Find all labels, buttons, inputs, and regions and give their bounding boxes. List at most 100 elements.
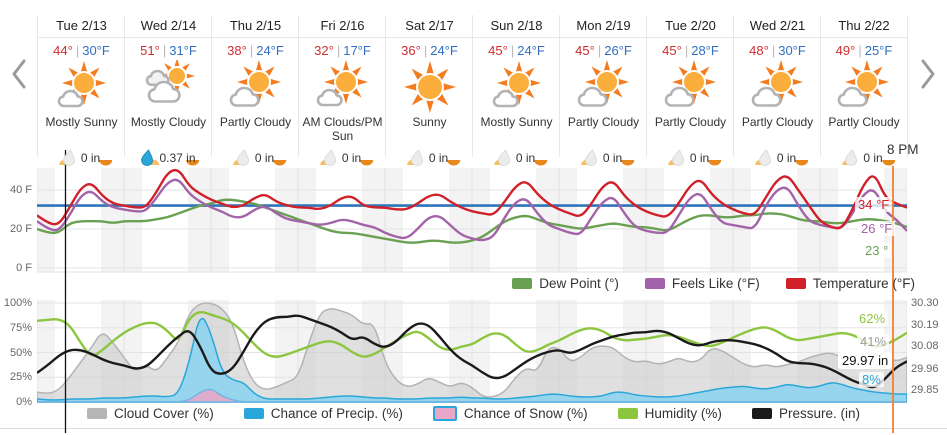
conditions-chart-legend: Cloud Cover (%) Chance of Precip. (%) Chan… — [0, 406, 947, 421]
day-card-tue-2-20[interactable]: Tue 2/20 45° | 28°F Partly Cloudy 0 in — [646, 15, 734, 166]
day-card-tue-2-13[interactable]: Tue 2/13 44° | 30°F Mostly Sunny 0 in — [37, 15, 125, 166]
day-card-sun-2-18[interactable]: Sun 2/18 45° | 24°F Mostly Sunny 0 in — [472, 15, 560, 166]
previous-days-button[interactable] — [8, 56, 30, 92]
day-card-mon-2-19[interactable]: Mon 2/19 45° | 26°F Partly Cloudy 0 in — [559, 15, 647, 166]
legend-swatch — [243, 408, 264, 419]
condition-label: Mostly Sunny — [45, 115, 118, 129]
mostly-cloudy-icon — [145, 58, 195, 103]
low-temp: 26°F — [604, 43, 632, 58]
legend-label: Feels Like (°F) — [671, 276, 760, 291]
precip-value: 0 in — [254, 150, 275, 165]
precip-droplet-icon — [584, 149, 597, 166]
precip-amount: 0 in — [38, 149, 125, 166]
partly-cloudy-icon — [751, 60, 803, 107]
legend-label: Pressure. (in) — [778, 406, 860, 421]
cursor-time-label: 8 PM — [887, 142, 919, 157]
cursor-pressure-value: 29.97 in — [838, 352, 893, 369]
low-temp: 24°F — [256, 43, 284, 58]
precip-droplet-icon — [236, 149, 249, 166]
precip-value: 0 in — [515, 150, 536, 165]
sun-rays — [403, 61, 456, 113]
legend-item: Temperature (°F) — [785, 276, 915, 291]
day-temps: 38° | 24°F — [227, 43, 284, 58]
day-card-sat-2-17[interactable]: Sat 2/17 36° | 24°F Sunny 0 in — [385, 15, 473, 166]
sun-disc — [855, 70, 879, 94]
legend-label: Dew Point (°) — [539, 276, 619, 291]
cursor-feels-like-value: 26 °F — [858, 221, 896, 236]
day-temps: 51° | 31°F — [140, 43, 197, 58]
day-card-fri-2-16[interactable]: Fri 2/16 32° | 17°F AM Clouds/PM Sun 0 in — [298, 15, 386, 166]
axis-tick-label: 100% — [3, 297, 32, 309]
am-clouds-icon — [316, 60, 368, 107]
sun-disc — [681, 70, 706, 94]
high-temp: 38° — [227, 43, 247, 58]
high-temp: 49° — [835, 43, 856, 58]
day-label: Sat 2/17 — [386, 15, 473, 38]
day-card-wed-2-21[interactable]: Wed 2/21 48° | 30°F Partly Cloudy 0 in — [733, 15, 821, 166]
condition-label: Sunny — [412, 115, 447, 129]
day-card-wed-2-14[interactable]: Wed 2/14 51° | 31°F Mostly Cloudy 0.37 in — [124, 15, 212, 166]
weather-icon — [473, 60, 560, 114]
axis-tick-label: 20 F — [9, 223, 32, 235]
condition-label: Partly Cloudy — [219, 115, 292, 129]
high-temp: 32° — [314, 43, 334, 58]
precip-value: 0 in — [863, 150, 883, 165]
legend-swatch — [644, 278, 665, 289]
legend-item: Feels Like (°F) — [644, 276, 760, 291]
day-label: Thu 2/22 — [821, 15, 907, 38]
low-temp: 24°F — [430, 43, 458, 58]
day-temps: 48° | 30°F — [749, 43, 806, 58]
precip-value: 0.37 in — [159, 150, 196, 165]
axis-tick-label: 0 F — [16, 262, 32, 274]
precip-droplet-icon — [497, 149, 510, 166]
sun-disc — [166, 66, 187, 86]
precip-amount: 0.37 in — [125, 149, 212, 166]
partly-cloudy-icon — [577, 60, 629, 107]
legend-swatch — [512, 278, 533, 289]
weather-icon — [38, 60, 125, 114]
legend-swatch — [87, 408, 108, 419]
precip-droplet-icon — [323, 149, 336, 166]
day-label: Wed 2/14 — [125, 15, 212, 38]
legend-swatch — [751, 408, 772, 419]
cloud-shape — [837, 86, 868, 107]
low-temp: 17°F — [343, 43, 371, 58]
day-temps: 44° | 30°F — [53, 43, 110, 58]
temperature-chart[interactable] — [37, 168, 907, 272]
sun-disc — [506, 71, 531, 95]
day-card-thu-2-15[interactable]: Thu 2/15 38° | 24°F Partly Cloudy 0 in — [211, 15, 299, 166]
condition-label: AM Clouds/PM Sun — [302, 115, 383, 144]
condition-label: Mostly Sunny — [480, 115, 553, 129]
precip-amount: 0 in — [560, 149, 647, 166]
conditions-chart[interactable] — [37, 300, 907, 403]
cloud-shape — [316, 88, 343, 107]
cloud-shape — [57, 89, 84, 108]
precip-value: 0 in — [341, 150, 362, 165]
chevron-left-icon — [12, 59, 26, 89]
sun-disc — [415, 73, 444, 101]
cloud-shape — [147, 80, 181, 103]
day-temps: 45° | 26°F — [575, 43, 632, 58]
high-temp: 36° — [401, 43, 421, 58]
precip-amount: 0 in — [212, 149, 299, 166]
legend-item: Cloud Cover (%) — [87, 406, 214, 421]
day-card-thu-2-22[interactable]: Thu 2/22 49° | 25°F Partly Cloudy 0 in — [820, 15, 908, 166]
day-temps: 49° | 25°F — [835, 43, 893, 58]
next-days-button[interactable] — [917, 56, 939, 92]
day-label: Sun 2/18 — [473, 15, 560, 38]
day-temps: 36° | 24°F — [401, 43, 458, 58]
precip-value: 0 in — [776, 150, 797, 165]
high-temp: 51° — [140, 43, 160, 58]
day-temps: 45° | 28°F — [662, 43, 719, 58]
legend-item: Chance of Precip. (%) — [243, 406, 403, 421]
precip-amount: 0 in — [647, 149, 734, 166]
mostly-sunny-icon — [492, 61, 541, 108]
axis-tick-label: 30.08 — [911, 339, 939, 352]
precip-amount: 0 in — [386, 149, 473, 166]
sunny-icon — [403, 61, 456, 113]
bottom-divider — [0, 428, 947, 429]
day-temps: 32° | 17°F — [314, 43, 371, 58]
weather-icon — [821, 60, 907, 114]
condition-label: Partly Cloudy — [654, 115, 727, 129]
cloud-shape — [664, 86, 695, 107]
